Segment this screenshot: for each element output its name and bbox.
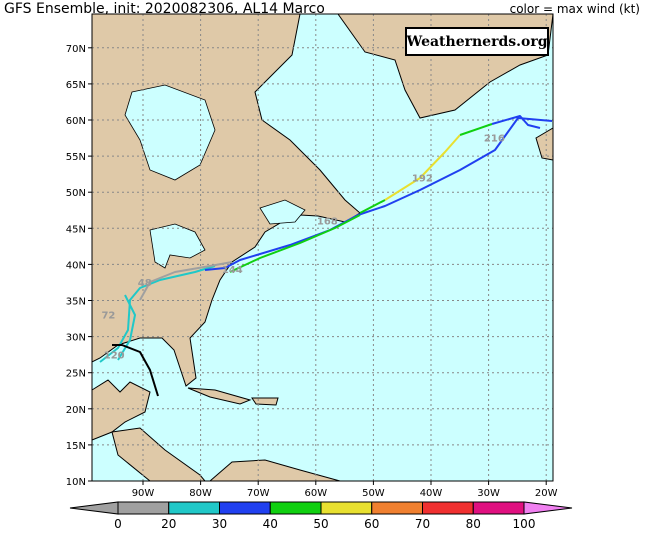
colorbar-label: 0 [114, 517, 122, 531]
lon-label: 40W [420, 488, 443, 499]
colorbar: 0 20 30 40 50 60 70 80 100 [69, 501, 573, 531]
legend-title: color = max wind (kt) [510, 2, 640, 16]
colorbar-label: 30 [212, 517, 227, 531]
map: 216 192 168 144 48 72 120 Weathernerds.org [91, 13, 554, 482]
lon-label: 50W [362, 488, 385, 499]
track-label: 48 [138, 278, 152, 289]
track-label: 72 [101, 311, 115, 322]
track [117, 294, 136, 361]
track [139, 261, 233, 301]
track-mean [112, 344, 159, 397]
grid [92, 14, 553, 481]
track-label: 192 [412, 173, 433, 184]
colorbar-segment [117, 501, 170, 515]
colorbar-label: 70 [415, 517, 430, 531]
track [359, 199, 386, 214]
gulf-st-lawrence [259, 199, 306, 225]
lat-label: 10N [66, 477, 86, 488]
lon-label: 70W [247, 488, 270, 499]
colorbar-label: 100 [513, 517, 536, 531]
cuba [187, 387, 252, 405]
lat-label: 55N [66, 152, 86, 163]
lon-label: 80W [189, 488, 212, 499]
colorbar-label: 60 [364, 517, 379, 531]
colorbar-label: 80 [466, 517, 481, 531]
track-label: 168 [317, 217, 338, 228]
colorbar-end [523, 501, 573, 515]
lat-label: 60N [66, 116, 86, 127]
track [491, 115, 541, 129]
watermark: Weathernerds.org [406, 34, 548, 50]
track-label: 120 [104, 350, 125, 361]
track-labels: 216 192 168 144 48 72 120 [101, 134, 504, 362]
title: GFS Ensemble, init: 2020082306, AL14 Mar… [4, 1, 325, 17]
track [204, 117, 553, 271]
lat-label: 20N [66, 405, 86, 416]
colorbar-segment [219, 501, 271, 515]
lat-label: 70N [66, 44, 86, 55]
map-frame [91, 13, 554, 482]
watermark-box [405, 27, 549, 56]
track-label: 216 [484, 134, 505, 145]
lat-label: 30N [66, 333, 86, 344]
colorbar-label: 20 [161, 517, 176, 531]
mexico [91, 379, 151, 441]
lat-label: 25N [66, 369, 86, 380]
lat-label: 45N [66, 224, 86, 235]
lat-label: 35N [66, 297, 86, 308]
colorbar-segment [422, 501, 474, 515]
colorbar-segment [168, 501, 220, 515]
colorbar-label: 50 [313, 517, 328, 531]
lat-label: 65N [66, 80, 86, 91]
central-america [111, 427, 207, 482]
track-label: 144 [222, 265, 243, 276]
tracks [99, 115, 553, 397]
colorbar-label: 40 [263, 517, 278, 531]
lon-label: 30W [477, 488, 500, 499]
hispaniola [251, 397, 279, 406]
track [384, 134, 461, 201]
lon-label: 90W [132, 488, 155, 499]
lat-label: 15N [66, 441, 86, 452]
colorbar-segment [472, 501, 525, 515]
colorbar-segment [371, 501, 423, 515]
lat-label: 40N [66, 260, 86, 271]
lat-label: 50N [66, 188, 86, 199]
track [229, 214, 361, 273]
colorbar-end [69, 501, 119, 515]
lon-label: 60W [304, 488, 327, 499]
colorbar-segment [269, 501, 322, 515]
track [459, 123, 493, 136]
lon-label: 20W [535, 488, 558, 499]
colorbar-segment [320, 501, 373, 515]
